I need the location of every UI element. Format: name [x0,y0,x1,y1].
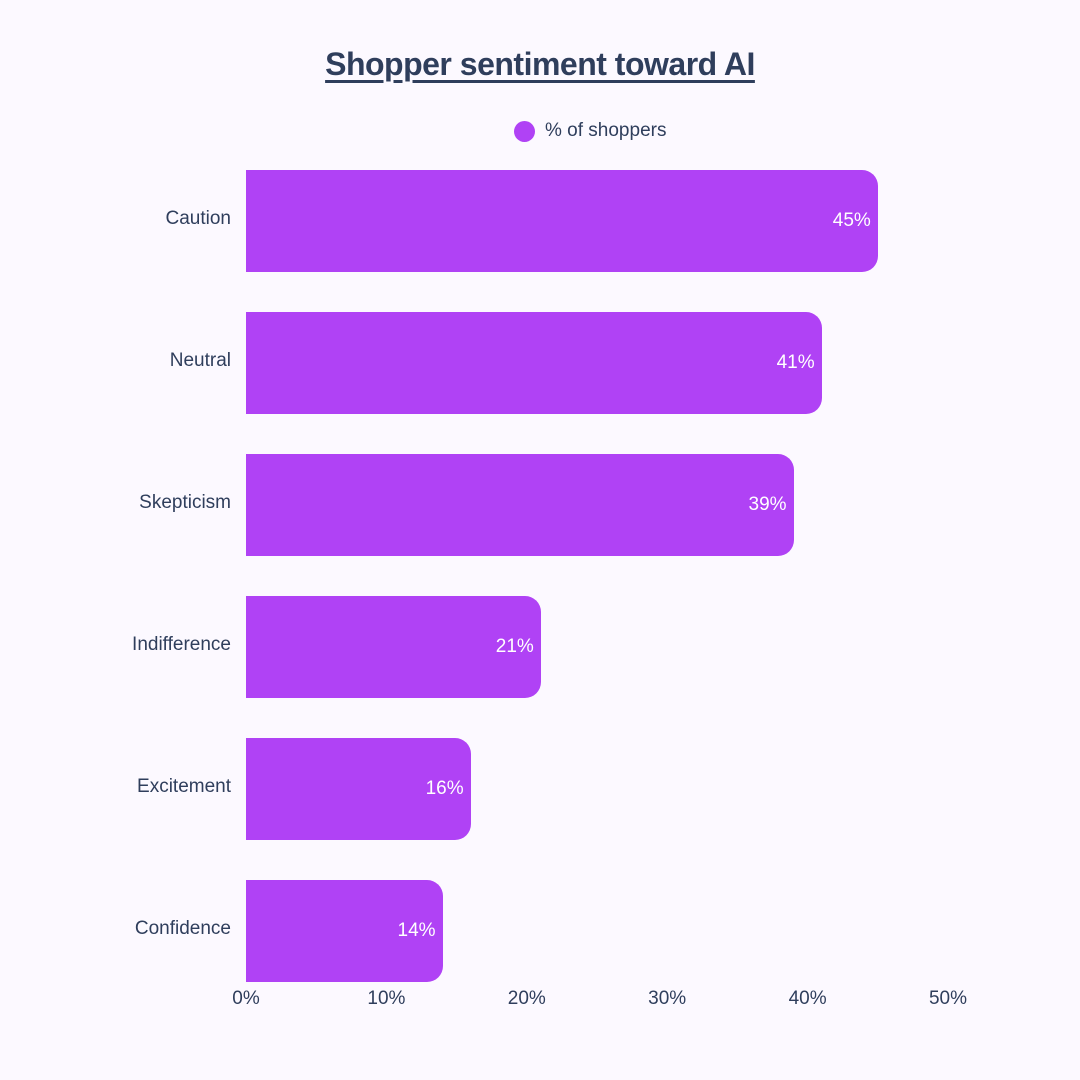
x-tick-label: 50% [928,988,968,1009]
category-label: Caution [165,208,232,229]
bar: 39% [246,454,794,556]
bar: 16% [246,738,471,840]
bar-value-label: 45% [832,210,871,231]
category-label: Confidence [134,918,231,939]
bar: 14% [246,880,443,982]
bar-value-label: 21% [495,636,534,657]
x-tick-label: 20% [507,988,546,1009]
legend: % of shoppers [514,120,666,142]
legend-label: % of shoppers [545,120,667,141]
legend-dot-icon [514,120,535,142]
x-tick-label: 0% [232,988,260,1009]
bar: 45% [246,170,878,272]
bar-value-label: 14% [397,920,436,941]
category-label: Neutral [169,350,231,371]
x-tick-label: 40% [788,988,827,1009]
bar: 41% [246,312,822,414]
category-label: Excitement [137,776,231,797]
chart-title: Shopper sentiment toward AI [325,46,755,82]
category-label: Skepticism [139,492,231,513]
bar-value-label: 41% [776,352,815,373]
bar-value-label: 16% [425,778,464,799]
bar-value-label: 39% [748,494,787,515]
bar: 21% [246,596,541,698]
category-label: Indifference [132,634,231,655]
x-tick-label: 30% [648,988,687,1009]
x-tick-label: 10% [367,988,406,1009]
